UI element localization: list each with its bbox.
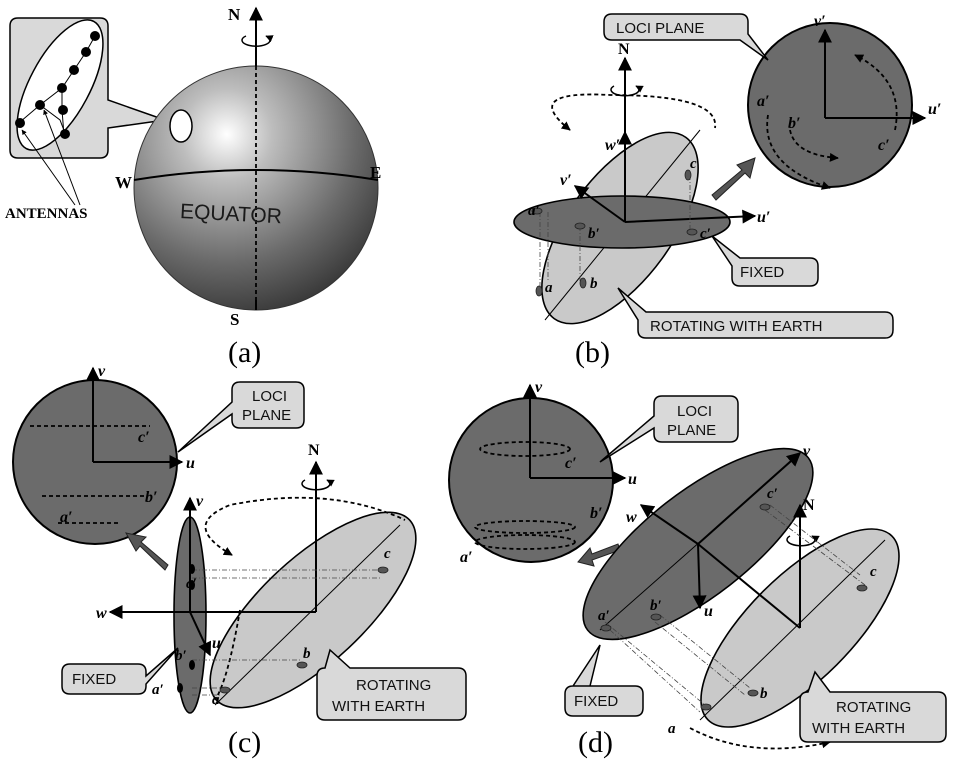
rotating-label-2: WITH EARTH [812, 720, 905, 737]
loci-plane-callout [603, 13, 769, 61]
disk-a-prime: a′ [757, 93, 770, 110]
equator-line [133, 169, 379, 181]
loci-plane-label-1: LOCI [252, 388, 287, 405]
loci-plane-callout [177, 381, 305, 453]
axis-u-label: u′ [757, 209, 770, 226]
point-b-prime: b′ [175, 648, 187, 664]
rotating-label-1: ROTATING [836, 699, 911, 716]
point-b: b [590, 276, 598, 292]
point-c-prime: c′ [700, 226, 711, 242]
north-label: N [308, 442, 320, 459]
fixed-label: FIXED [740, 264, 784, 281]
axis-u-label: u [212, 635, 221, 652]
loci-plane-label: LOCI PLANE [616, 20, 704, 37]
disk-c-prime: c′ [138, 429, 150, 446]
point-a: a [668, 721, 676, 737]
rotating-label-1: ROTATING [356, 677, 431, 694]
loci-plane-callout [599, 395, 739, 463]
axis-w-label: w [96, 605, 107, 622]
panel-c-label: (c) [228, 726, 261, 759]
point-c: c [690, 156, 697, 172]
fixed-label: FIXED [72, 671, 116, 688]
point-c: c [384, 546, 391, 562]
west-label: W [115, 173, 132, 192]
panel-a-label: (a) [228, 336, 261, 369]
north-label: N [228, 5, 241, 24]
panel-d: v u c′ b′ a′ LOCI PLANE v w u N [448, 379, 947, 759]
rotating-callout [617, 287, 894, 339]
rotation-arrow-icon [610, 85, 644, 97]
disk-c-prime: c′ [878, 137, 890, 154]
rotation-arrow-icon [241, 35, 274, 47]
fixed-callout [564, 644, 644, 717]
disk-axis-u: u′ [928, 101, 941, 118]
disk-axis-u: u [186, 455, 195, 472]
disk-axis-v: v′ [814, 13, 826, 30]
panel-a: ANTENNAS N S E W EQUATOR (a) [5, 5, 381, 369]
point-a-prime: a′ [152, 682, 164, 698]
rotation-arrow-icon [786, 535, 820, 547]
projection-arrow [711, 157, 756, 201]
panel-b-label: (b) [575, 336, 610, 369]
fixed-plane [513, 195, 731, 249]
disk-axis-v: v [535, 379, 543, 396]
projection-arrow [577, 543, 621, 567]
disk-c-prime: c′ [565, 455, 577, 472]
rotating-label-2: WITH EARTH [332, 698, 425, 715]
point-a-prime: a′ [598, 608, 610, 624]
projection-arrow [125, 532, 169, 571]
rotating-label: ROTATING WITH EARTH [650, 318, 823, 335]
point-c: c [870, 564, 877, 580]
disk-a-prime: a′ [60, 509, 73, 526]
point-a: a [212, 692, 220, 708]
antenna-inset: ANTENNAS [5, 17, 166, 222]
rotation-path [551, 93, 716, 131]
fixed-label: FIXED [574, 693, 618, 710]
disk-b-prime: b′ [590, 505, 603, 522]
disk-a-prime: a′ [460, 549, 473, 566]
point-b-prime: b′ [650, 598, 662, 614]
point-c-prime: c′ [186, 576, 197, 592]
axis-u-label: u [704, 603, 713, 620]
rotating-callout [316, 648, 467, 721]
disk-b-prime: b′ [788, 115, 801, 132]
axis-w-label: w [626, 509, 637, 526]
east-label: E [370, 163, 381, 182]
point-a: a [545, 280, 553, 296]
south-label: S [230, 310, 239, 329]
fixed-callout [61, 647, 179, 695]
loci-plane-disk [747, 22, 913, 188]
fixed-callout [711, 235, 819, 287]
disk-axis-v: v [98, 363, 106, 380]
loci-plane-label-2: PLANE [242, 407, 291, 424]
loci-plane-label-1: LOCI [677, 403, 712, 420]
rotation-arrow-icon [301, 479, 335, 491]
axis-v-label: v [196, 493, 204, 510]
axis-v-label: v′ [560, 172, 572, 189]
rotation-path [689, 727, 831, 750]
north-label: N [803, 497, 815, 514]
disk-axis-u: u [628, 471, 637, 488]
axis-w-label: w′ [605, 137, 620, 154]
disk-b-prime: b′ [145, 489, 158, 506]
point-b: b [303, 646, 311, 662]
axis-v-label: v [803, 443, 811, 460]
loci-plane-label-2: PLANE [667, 422, 716, 439]
antennas-label: ANTENNAS [5, 206, 88, 222]
point-b: b [760, 686, 768, 702]
point-b-prime: b′ [588, 226, 600, 242]
equator-label: EQUATOR [179, 200, 282, 228]
antenna-dots [15, 31, 100, 139]
rotating-callout [799, 670, 947, 743]
point-c-prime: c′ [767, 486, 778, 502]
panel-d-label: (d) [578, 726, 613, 759]
north-label: N [618, 41, 630, 58]
antenna-site-spot [169, 109, 193, 143]
point-a-prime: a′ [528, 203, 540, 219]
panel-b: N w′ u′ v′ a′ b′ c′ a b c v′ u′ a′ b′ c [513, 13, 941, 369]
panel-c: v u c′ b′ a′ LOCI PLANE v w u N [12, 363, 467, 759]
